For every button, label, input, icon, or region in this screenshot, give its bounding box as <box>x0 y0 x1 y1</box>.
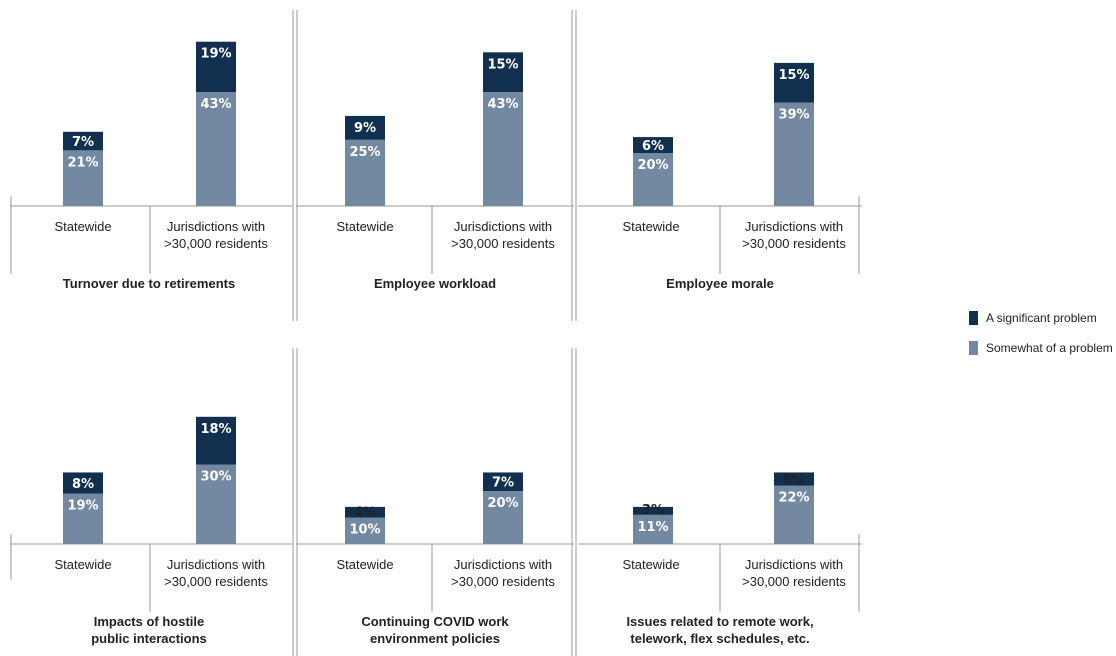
category-label: Statewide <box>622 219 679 234</box>
data-label-significant: 8% <box>72 477 94 492</box>
category-label: Jurisdictions with >30,000 residents <box>742 219 846 251</box>
bar-segment-somewhat <box>774 102 814 206</box>
panel-title: Issues related to remote work, telework, … <box>626 614 813 646</box>
data-label-significant: 15% <box>487 57 518 72</box>
panel-title: Impacts of hostile public interactions <box>91 614 207 646</box>
data-label-somewhat: 20% <box>637 158 668 173</box>
data-label-significant: 6% <box>642 139 664 154</box>
legend-item-somewhat: Somewhat of a problem <box>969 340 1113 356</box>
data-label-significant: 9% <box>354 121 376 136</box>
bar-segment-somewhat <box>345 517 385 544</box>
category-label: Statewide <box>336 219 393 234</box>
data-label-significant: 7% <box>492 476 514 491</box>
category-label: Statewide <box>336 557 393 572</box>
bar-segment-significant <box>63 472 103 494</box>
bar-segment-somewhat <box>633 514 673 544</box>
bar-segment-somewhat <box>63 150 103 206</box>
legend-label-somewhat: Somewhat of a problem <box>986 341 1113 355</box>
data-label-somewhat: 11% <box>637 520 668 535</box>
category-label: Jurisdictions with >30,000 residents <box>164 219 268 251</box>
data-label-somewhat: 21% <box>67 155 98 170</box>
bar-segment-significant <box>633 137 673 153</box>
legend-swatch-somewhat <box>969 341 978 355</box>
data-label-significant: 15% <box>778 68 809 83</box>
bar-segment-significant <box>774 472 814 486</box>
category-label: Jurisdictions with >30,000 residents <box>164 557 268 589</box>
bar-segment-significant <box>483 472 523 491</box>
bar-segment-somewhat <box>63 493 103 544</box>
data-label-somewhat: 39% <box>778 108 809 123</box>
data-label-somewhat: 22% <box>778 491 809 506</box>
bar-segment-significant <box>633 506 673 515</box>
bar-segment-somewhat <box>633 153 673 206</box>
data-label-significant: 3% <box>642 503 664 518</box>
category-label: Jurisdictions with >30,000 residents <box>451 219 555 251</box>
data-label-significant: 5% <box>783 474 805 489</box>
bar-segment-significant <box>196 416 236 465</box>
panel-title: Employee morale <box>666 276 774 291</box>
legend-label-significant: A significant problem <box>986 311 1097 325</box>
data-label-somewhat: 43% <box>487 97 518 112</box>
panel-title: Continuing COVID work environment policie… <box>361 614 509 646</box>
bar-segment-somewhat <box>483 491 523 544</box>
panel-title: Employee workload <box>374 276 496 291</box>
category-label: Statewide <box>54 557 111 572</box>
data-label-significant: 7% <box>72 135 94 150</box>
category-label: Jurisdictions with >30,000 residents <box>451 557 555 589</box>
data-label-somewhat: 25% <box>349 145 380 160</box>
bar-segment-significant <box>63 131 103 151</box>
bar-segment-significant <box>774 62 814 103</box>
category-label: Jurisdictions with >30,000 residents <box>742 557 846 589</box>
bar-segment-significant <box>483 52 523 93</box>
data-label-somewhat: 20% <box>487 496 518 511</box>
data-label-somewhat: 43% <box>200 97 231 112</box>
data-label-somewhat: 19% <box>67 499 98 514</box>
data-label-somewhat: 30% <box>200 470 231 485</box>
legend-swatch-significant <box>969 311 978 325</box>
chart-legend: A significant problem Somewhat of a prob… <box>969 310 1113 370</box>
bar-segment-somewhat <box>774 485 814 544</box>
bar-segment-significant <box>345 115 385 140</box>
bar-segment-somewhat <box>196 92 236 206</box>
data-label-somewhat: 10% <box>349 523 380 538</box>
data-label-significant: 18% <box>200 422 231 437</box>
panel-title: Turnover due to retirements <box>63 276 235 291</box>
data-label-significant: 19% <box>200 47 231 62</box>
category-label: Statewide <box>54 219 111 234</box>
data-label-significant: 4% <box>354 506 376 521</box>
bar-segment-somewhat <box>196 464 236 544</box>
bar-segment-somewhat <box>345 139 385 206</box>
category-label: Statewide <box>622 557 679 572</box>
bar-segment-somewhat <box>483 92 523 206</box>
legend-item-significant: A significant problem <box>969 310 1113 326</box>
bar-segment-significant <box>196 41 236 93</box>
bar-segment-significant <box>345 506 385 518</box>
